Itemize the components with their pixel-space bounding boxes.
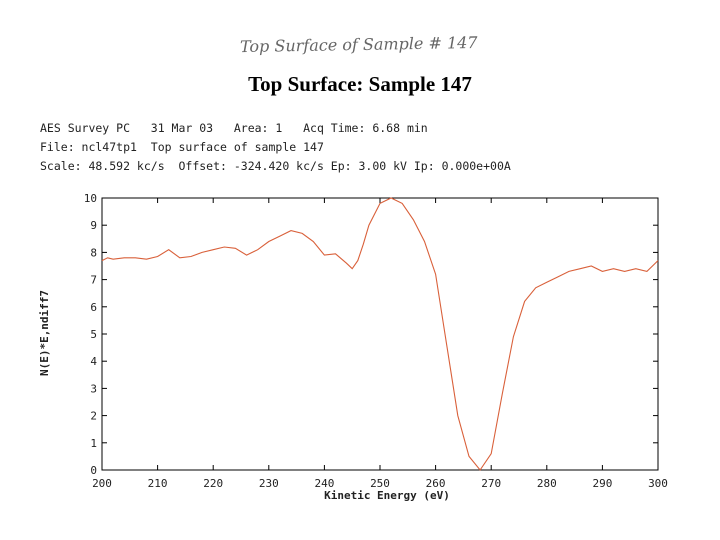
y-tick-label: 5 <box>90 328 97 341</box>
y-tick-label: 0 <box>90 464 97 477</box>
x-tick-label: 280 <box>537 477 557 490</box>
slide-title: Top Surface: Sample 147 <box>248 72 472 96</box>
x-tick-label: 270 <box>481 477 501 490</box>
handwritten-note: Top Surface of Sample # 147 <box>200 28 530 62</box>
y-tick-label: 3 <box>90 382 97 395</box>
x-tick-label: 200 <box>92 477 112 490</box>
axes-frame <box>101 197 659 471</box>
y-axis-label: N(E)*E,ndiff7 <box>38 290 51 376</box>
y-tick-label: 4 <box>90 355 97 368</box>
handwritten-note-text: Top Surface of Sample # 147 <box>240 33 479 56</box>
header-line-3: Scale: 48.592 kc/s Offset: -324.420 kc/s… <box>40 159 511 173</box>
x-tick-label: 230 <box>259 477 279 490</box>
x-tick-label: 240 <box>314 477 334 490</box>
spectrum-trace <box>101 197 659 471</box>
y-tick-label: 7 <box>90 274 97 287</box>
header-line-2: File: ncl47tp1 Top surface of sample 147 <box>40 140 324 154</box>
x-axis-label: Kinetic Energy (eV) <box>324 489 450 502</box>
tick-layer: 0 1 2 3 4 5 6 7 8 9 10 200 210 220 230 240 250 260 270 280 2… <box>84 192 668 490</box>
x-tick-label: 290 <box>592 477 612 490</box>
x-tick-label: 260 <box>426 477 446 490</box>
x-tick-label: 250 <box>370 477 390 490</box>
y-tick-label: 6 <box>90 301 97 314</box>
x-tick-label: 300 <box>648 477 668 490</box>
y-tick-label: 2 <box>90 410 97 423</box>
y-tick-label: 9 <box>90 219 97 232</box>
plot-frame <box>101 197 659 471</box>
y-tick-label: 1 <box>90 437 97 450</box>
y-tick-label: 10 <box>84 192 97 205</box>
y-tick-label: 8 <box>90 246 97 259</box>
x-tick-label: 220 <box>203 477 223 490</box>
header-line-1: AES Survey PC 31 Mar 03 Area: 1 Acq Time… <box>40 121 428 135</box>
x-tick-label: 210 <box>148 477 168 490</box>
